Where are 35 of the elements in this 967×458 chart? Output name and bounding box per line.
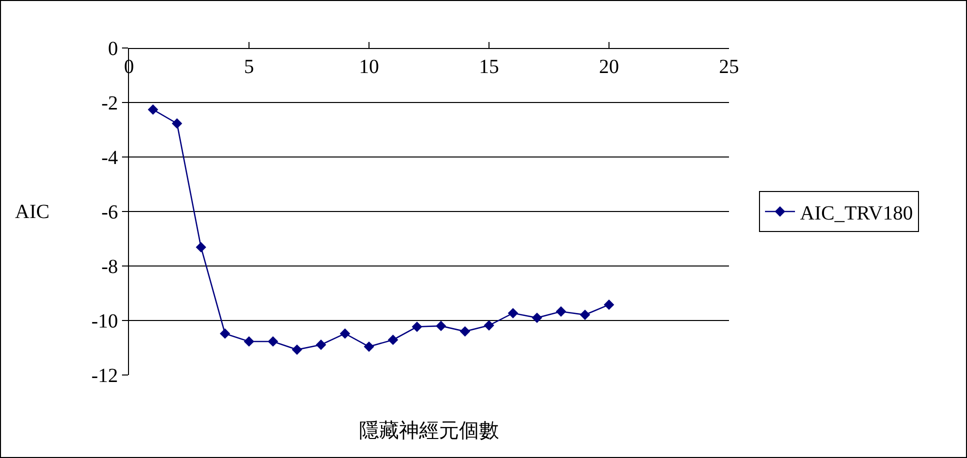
point	[220, 328, 230, 339]
point	[412, 322, 422, 332]
point	[316, 340, 326, 350]
point	[460, 326, 470, 337]
y-tick-label: -8	[101, 256, 118, 278]
y-tick-label: -6	[101, 202, 118, 224]
point	[364, 341, 374, 352]
y-tick-label: -4	[101, 147, 118, 169]
point	[292, 344, 302, 355]
point	[436, 320, 446, 332]
x-tick-label: 10	[359, 56, 379, 78]
y-tick-label: -2	[101, 92, 118, 114]
y-axis-title: AIC	[15, 201, 50, 223]
point	[508, 308, 518, 318]
point	[604, 300, 614, 310]
y-tick-label: -12	[91, 365, 118, 387]
x-tick-label: 15	[479, 56, 499, 78]
x-tick-label: 20	[599, 56, 619, 78]
point	[268, 336, 278, 347]
point	[196, 242, 206, 252]
point	[580, 310, 590, 320]
point	[340, 328, 350, 339]
x-axis-title: 隱藏神經元個數	[359, 420, 499, 442]
point	[556, 306, 566, 317]
point	[172, 118, 182, 129]
x-tick-label: 5	[244, 56, 254, 78]
point	[244, 336, 254, 347]
legend-label: AIC_TRV180	[800, 202, 913, 224]
point	[148, 104, 158, 115]
y-tick-label: -10	[91, 310, 118, 332]
y-tick-label: 0	[108, 38, 118, 60]
point	[532, 312, 542, 323]
point	[388, 334, 398, 346]
x-tick-label: 25	[719, 56, 739, 78]
point	[484, 320, 494, 331]
